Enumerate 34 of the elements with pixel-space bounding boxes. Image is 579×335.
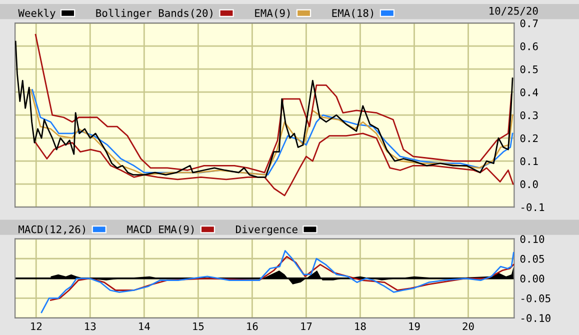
x-tick-label: 20 [462,322,474,330]
line-series [34,132,514,196]
y-tick-label: 0.5 [520,65,538,74]
legend-label: MACD EMA(9) [127,225,194,234]
x-tick-label: 15 [193,322,204,330]
x-tick-label: 12 [31,322,42,330]
y-tick-label: 0.3 [520,111,538,120]
y-tick-label: 0.00 [520,274,544,283]
legend-label: Weekly [18,8,56,19]
legend-label: MACD(12,26) [18,225,85,235]
x-tick-label: 14 [139,322,150,330]
y-tick-label: -0.10 [522,314,550,322]
line-series [50,256,514,301]
legend-label: EMA(9) [255,8,290,18]
y-tick-label: -0.1 [522,203,544,212]
x-tick-label: 16 [247,322,258,330]
y-tick-label: 0.7 [520,19,538,28]
line-series [40,250,514,314]
y-tick-label: 0.0 [520,180,538,188]
x-tick-label: 18 [355,322,366,330]
y-tick-label: 0.2 [520,134,538,142]
x-tick-label: 13 [85,322,96,330]
y-tick-label: -0.05 [522,294,550,302]
y-tick-label: 0.1 [520,157,538,166]
x-tick-label: 17 [301,322,312,330]
x-tick-label: 19 [409,322,420,330]
y-tick-label: 0.05 [520,254,544,263]
legend-label: Divergence [236,225,298,236]
y-tick-label: 0.10 [520,235,544,243]
legend-label: EMA(18) [332,8,374,18]
y-tick-label: 0.4 [520,88,538,96]
legend-label: Bollinger Bands(20) [96,8,212,20]
y-tick-label: 0.6 [520,42,538,50]
text: 10/25/20 [490,6,538,16]
